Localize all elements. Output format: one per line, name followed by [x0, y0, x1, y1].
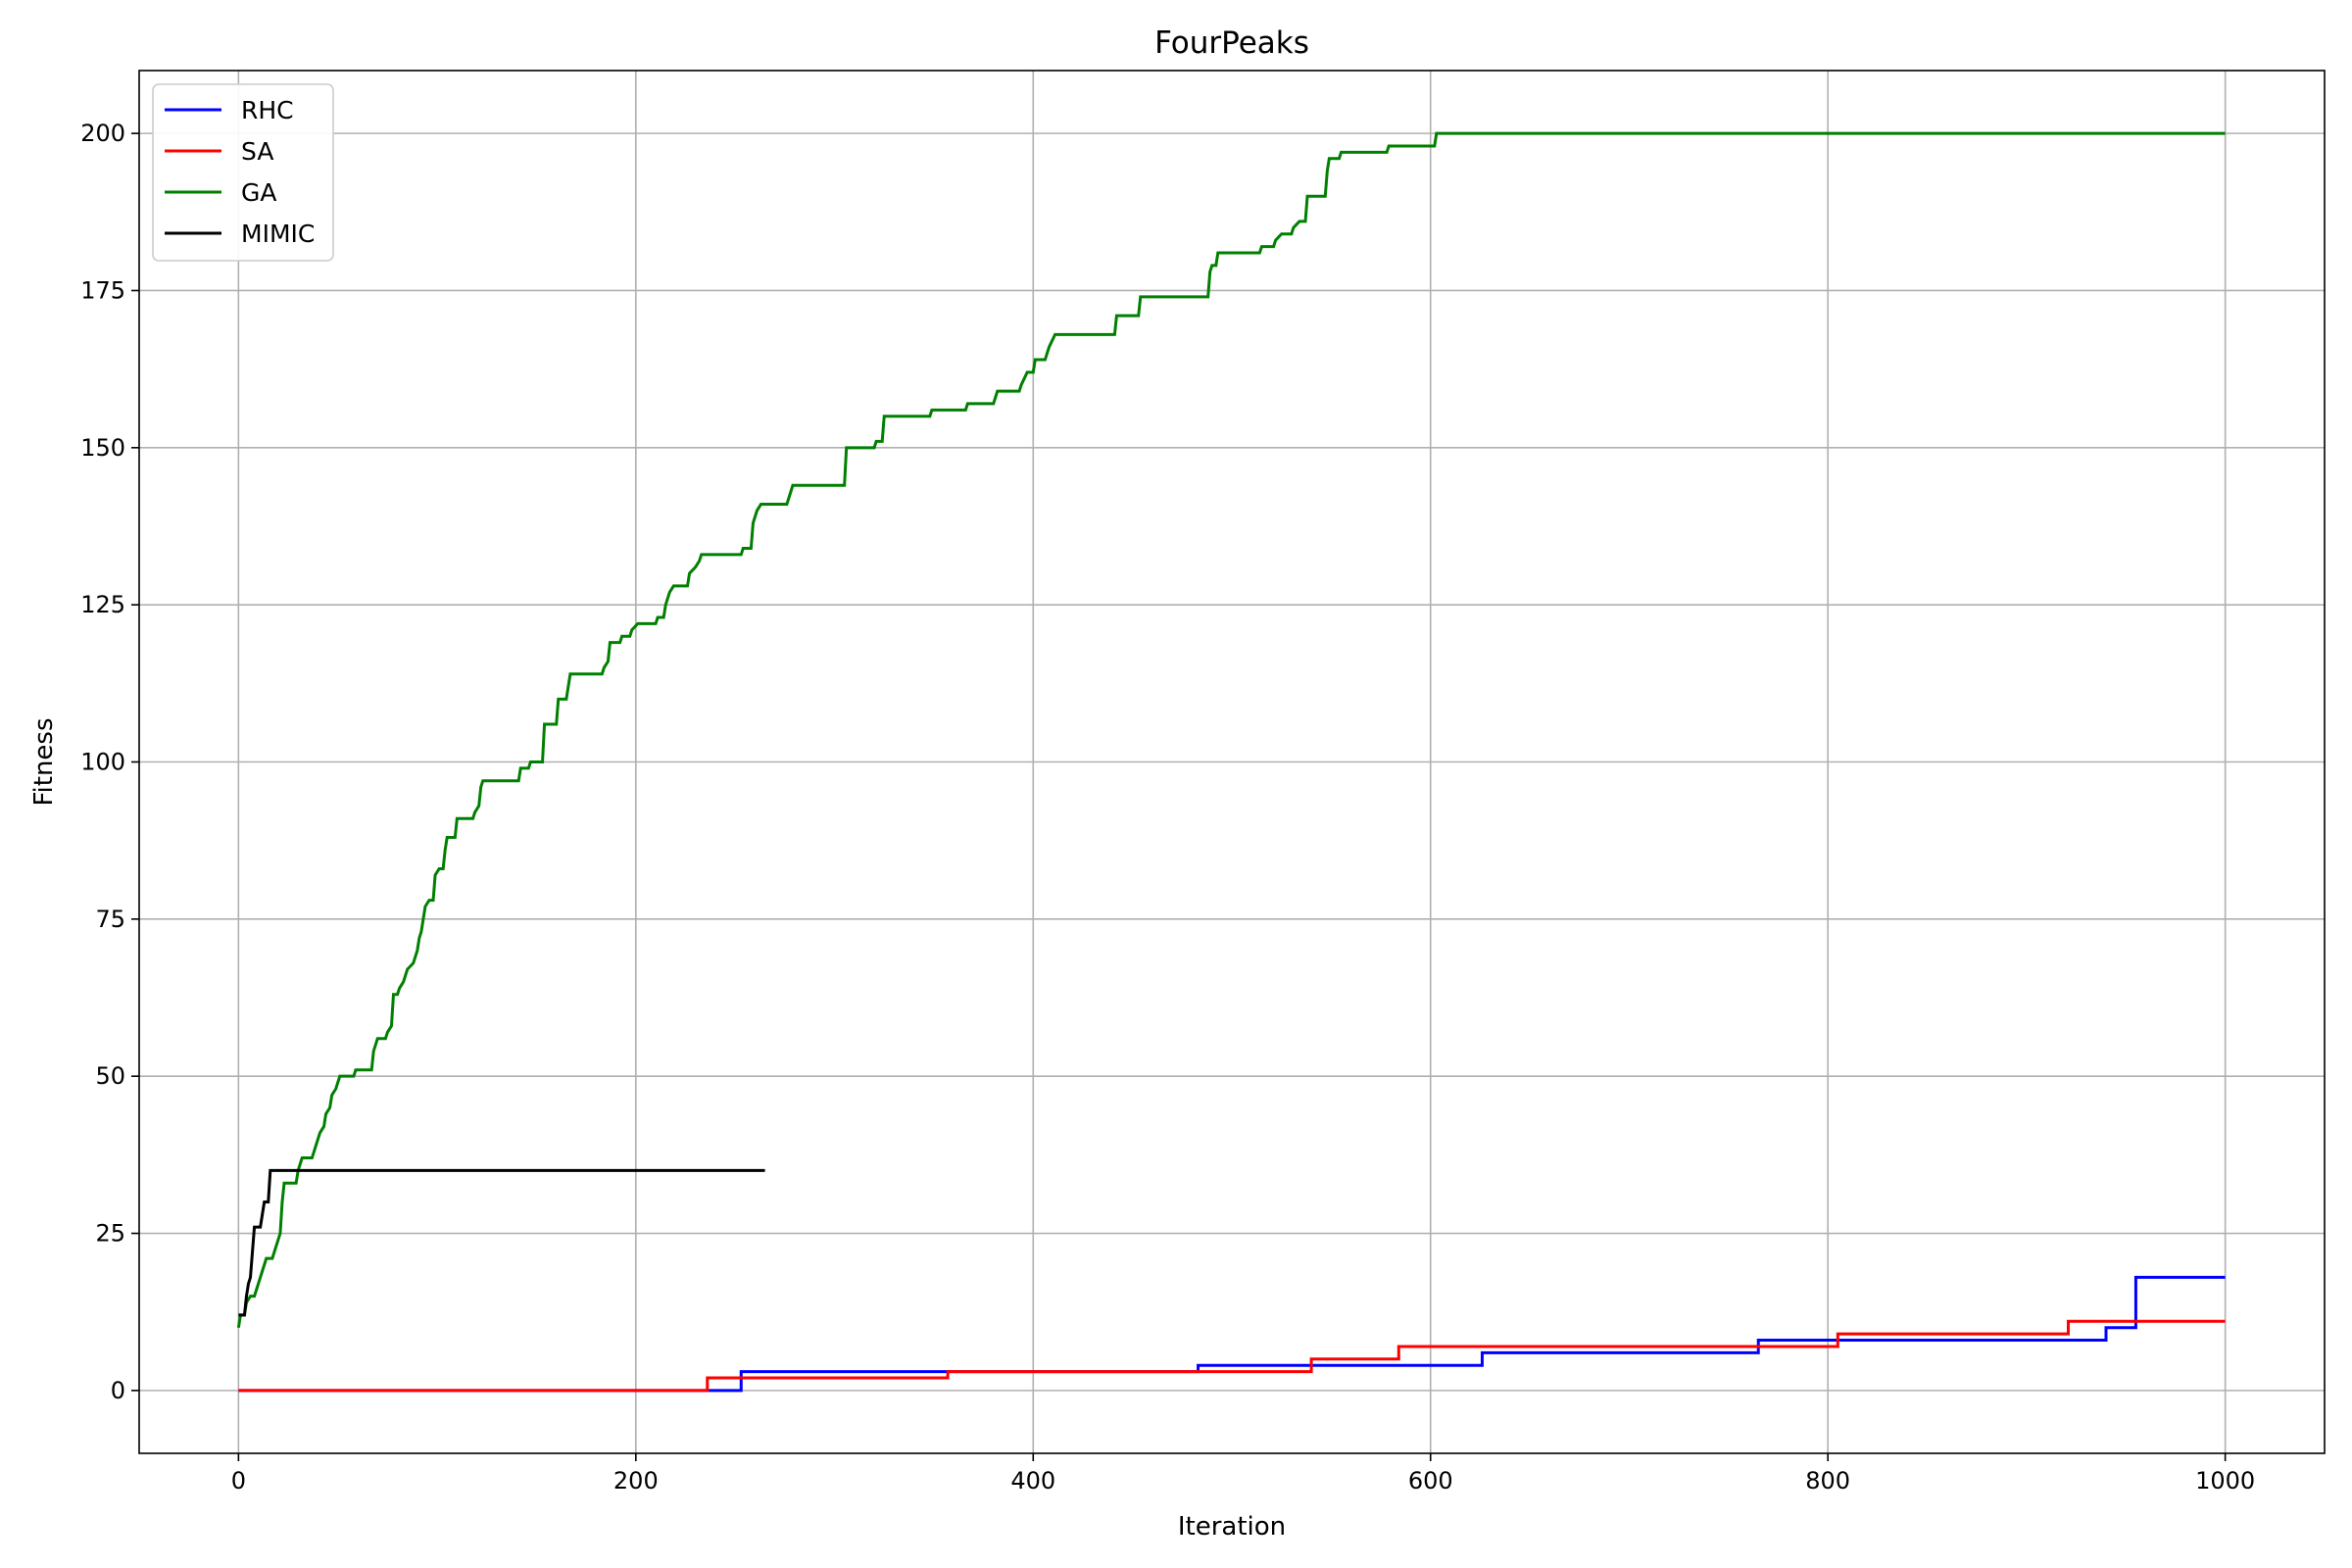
y-tick-label: 25	[95, 1220, 125, 1248]
y-axis-label: Fitness	[29, 717, 59, 806]
legend-box	[152, 83, 334, 262]
legend-label-rhc: RHC	[241, 96, 294, 124]
x-tick-label: 800	[1805, 1467, 1850, 1494]
x-tick-label: 200	[613, 1467, 659, 1494]
y-tick-label: 100	[80, 749, 125, 776]
series-line-sa	[238, 1319, 2226, 1393]
y-tick-label: 50	[95, 1062, 125, 1090]
y-tick-label: 175	[80, 276, 125, 304]
y-tick-label: 75	[95, 906, 125, 933]
series-line-mimic	[238, 1168, 765, 1317]
x-tick-label: 400	[1010, 1467, 1055, 1494]
legend-label-sa: SA	[241, 137, 273, 166]
series-line-ga	[236, 131, 2226, 1328]
x-tick-label: 600	[1408, 1467, 1453, 1494]
legend-label-ga: GA	[241, 178, 276, 207]
y-tick-label: 0	[111, 1377, 125, 1404]
x-axis-label: Iteration	[1178, 1512, 1286, 1542]
x-tick-label: 1000	[2195, 1467, 2255, 1494]
legend-label-mimic: MIMIC	[241, 220, 315, 248]
axis-ticks: 0 200 400 600 800 1000 0 25 50 75 100 125 150 175 200	[80, 120, 2255, 1494]
chart-title: FourPeaks	[1154, 25, 1309, 61]
legend: RHC SA GA MIMIC	[152, 83, 334, 262]
series-line-rhc	[238, 1275, 2226, 1393]
y-tick-label: 125	[80, 591, 125, 618]
series-lines	[236, 131, 2226, 1393]
grid-lines	[139, 71, 2325, 1453]
y-tick-label: 150	[80, 434, 125, 462]
y-tick-label: 200	[80, 120, 125, 147]
x-tick-label: 0	[231, 1467, 246, 1494]
